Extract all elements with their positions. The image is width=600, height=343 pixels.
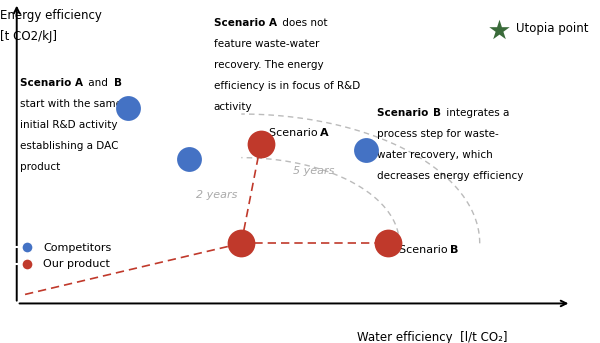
- Point: [383, 240, 393, 246]
- Text: A: A: [269, 18, 277, 28]
- Legend: Competitors, Our product: Competitors, Our product: [11, 238, 116, 274]
- Text: Scenario: Scenario: [400, 245, 451, 255]
- Text: B: B: [433, 108, 440, 118]
- Text: integrates a: integrates a: [443, 108, 509, 118]
- Text: recovery. The energy: recovery. The energy: [214, 60, 323, 70]
- Text: [t CO2/kJ]: [t CO2/kJ]: [0, 30, 57, 43]
- Text: Water efficiency  [l/t CO₂]: Water efficiency [l/t CO₂]: [358, 331, 508, 343]
- Point: [256, 141, 266, 147]
- Text: Scenario: Scenario: [20, 78, 74, 88]
- Text: Energy efficiency: Energy efficiency: [0, 9, 102, 22]
- Text: initial R&D activity: initial R&D activity: [20, 120, 117, 130]
- Point: [236, 240, 246, 246]
- Text: product: product: [20, 162, 60, 172]
- Text: activity: activity: [214, 102, 252, 112]
- Text: and: and: [85, 78, 111, 88]
- Text: does not: does not: [279, 18, 328, 28]
- Point: [184, 156, 193, 162]
- Text: efficiency is in focus of R&D: efficiency is in focus of R&D: [214, 81, 360, 91]
- Text: 5 years: 5 years: [293, 166, 334, 176]
- Text: water recovery, which: water recovery, which: [377, 150, 493, 160]
- Text: feature waste-water: feature waste-water: [214, 39, 319, 49]
- Text: Scenario: Scenario: [214, 18, 269, 28]
- Text: establishing a DAC: establishing a DAC: [20, 141, 118, 151]
- Text: 2 years: 2 years: [196, 190, 237, 200]
- Text: B: B: [451, 245, 459, 255]
- Text: Utopia point: Utopia point: [516, 22, 588, 35]
- Point: [123, 105, 133, 111]
- Text: process step for waste-: process step for waste-: [377, 129, 499, 139]
- Text: decreases energy efficiency: decreases energy efficiency: [377, 171, 524, 181]
- Text: Scenario: Scenario: [377, 108, 432, 118]
- Point: [494, 27, 504, 33]
- Text: A: A: [320, 128, 329, 138]
- Text: Scenario: Scenario: [269, 128, 321, 138]
- Text: B: B: [114, 78, 122, 88]
- Text: A: A: [75, 78, 83, 88]
- Point: [361, 147, 371, 153]
- Text: start with the same: start with the same: [20, 99, 122, 109]
